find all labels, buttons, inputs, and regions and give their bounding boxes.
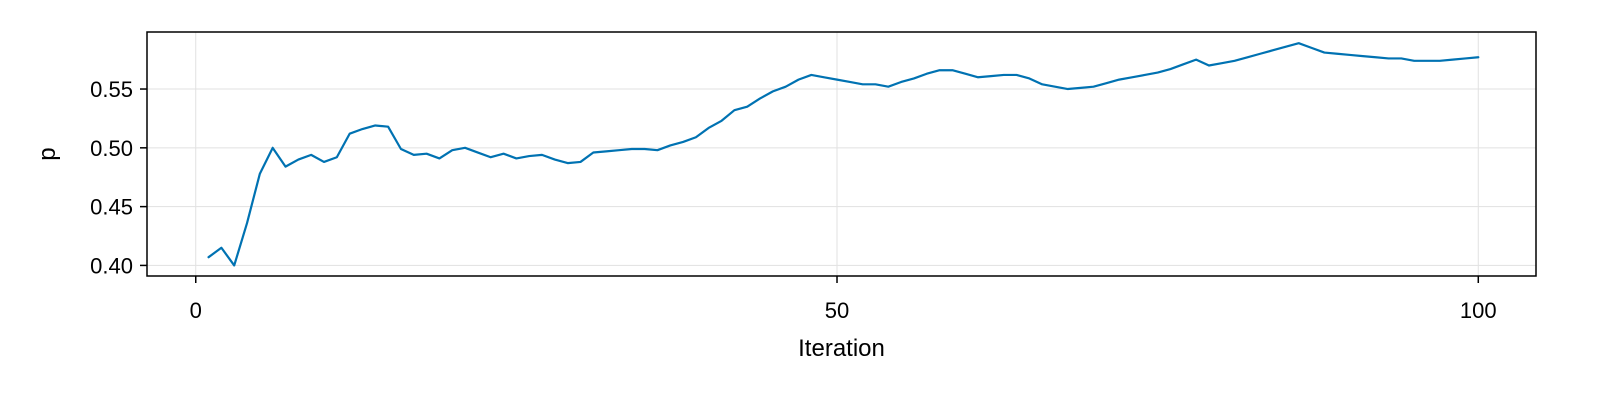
x-tick-label: 0 (190, 298, 202, 323)
y-axis-label: p (34, 147, 61, 160)
y-tick-label: 0.40 (90, 253, 133, 278)
x-axis-label: Iteration (798, 335, 885, 362)
x-tick-label: 100 (1460, 298, 1497, 323)
y-tick-label: 0.45 (90, 195, 133, 220)
x-tick-label: 50 (825, 298, 849, 323)
y-tick-label: 0.50 (90, 136, 133, 161)
plot-frame (146, 31, 1537, 277)
y-tick-label: 0.55 (90, 77, 133, 102)
series-line (207, 42, 1480, 267)
axis-ticks: 0 50 100 0.40 0.45 0.50 0.55 (90, 77, 1496, 323)
grid-lines (147, 32, 1536, 276)
series-layer (207, 42, 1480, 267)
